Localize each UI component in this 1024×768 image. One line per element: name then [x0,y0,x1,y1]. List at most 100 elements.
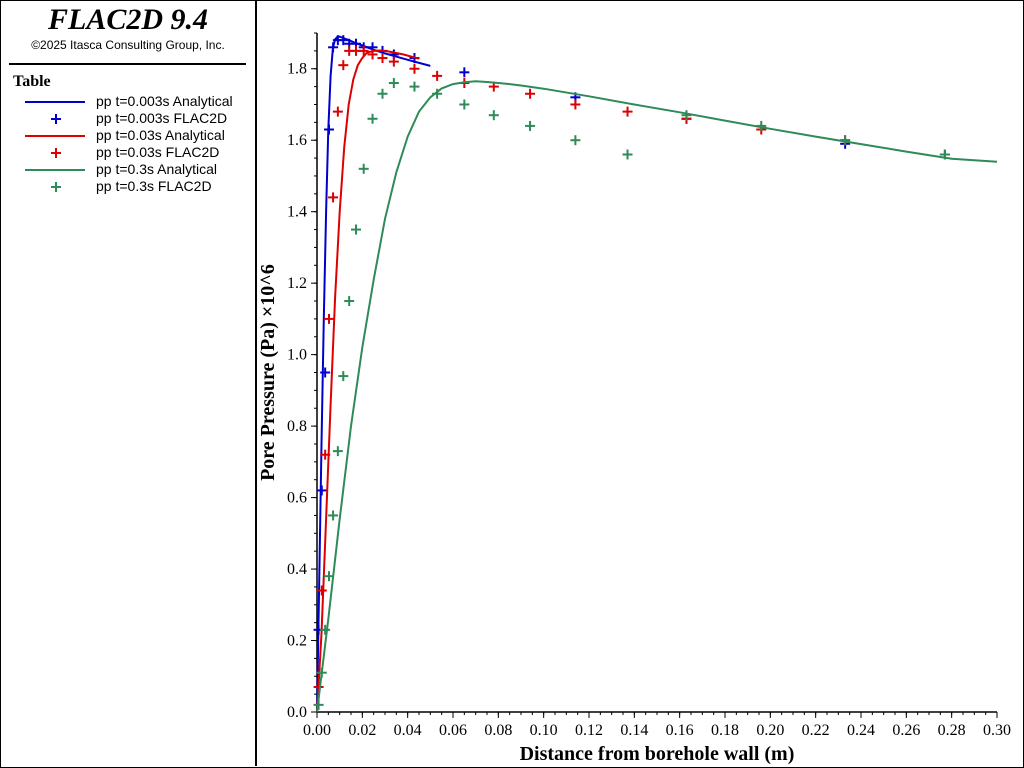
data-point [432,88,443,99]
title-divider [9,63,246,65]
data-point [320,624,331,635]
data-point [320,449,331,460]
data-point [840,135,851,146]
y-tick-label: 1.6 [287,132,307,149]
x-tick-label: 0.04 [394,722,422,739]
data-point [681,110,692,121]
legend-item-4: pp t=0.3s Analytical [23,161,253,178]
y-tick-label: 0.2 [287,633,307,650]
legend-label: pp t=0.03s FLAC2D [96,144,220,160]
data-point [622,106,633,117]
x-axis-title: Distance from borehole wall (m) [520,743,795,765]
chart-ticks: 0.0 0.2 0.4 0.6 0.8 1.0 1.2 1.4 1.6 1.8 0.00 0.02 0.… [287,32,1011,739]
y-tick-label: 1.4 [287,204,307,221]
data-point [338,371,349,382]
x-tick-label: 0.28 [938,722,966,739]
data-point [756,120,767,131]
series-5 [313,78,950,710]
data-point [324,124,335,135]
y-tick-label: 1.0 [287,347,307,364]
legend-item-2: pp t=0.03s Analytical [23,127,253,144]
legend-label: pp t=0.003s FLAC2D [96,110,228,126]
series-line [316,80,998,713]
series-line [316,49,420,713]
legend-plus-symbol [51,114,61,124]
data-point [377,88,388,99]
series-1 [313,35,851,635]
legend-item-5: pp t=0.3s FLAC2D [23,178,253,195]
x-tick-label: 0.26 [892,722,920,739]
data-point [409,63,420,74]
data-point [570,99,581,110]
x-tick-label: 0.10 [530,722,558,739]
series-0 [316,35,431,713]
x-tick-label: 0.24 [847,722,875,739]
x-tick-label: 0.02 [348,722,376,739]
y-tick-label: 0.6 [287,490,307,507]
legend-label: pp t=0.3s Analytical [96,161,218,177]
y-tick-label: 0.8 [287,418,307,435]
data-point [328,510,339,521]
data-point [367,49,378,60]
series-2 [316,49,420,713]
data-point [316,667,327,678]
data-point [459,67,470,78]
x-tick-label: 0.20 [756,722,784,739]
y-axis-title: Pore Pressure (Pa) ×10^6 [257,264,279,481]
legend-line-symbol [25,169,85,171]
data-point [328,192,339,203]
data-point [939,149,950,160]
data-point [350,224,361,235]
legend-line-symbol [25,101,85,103]
data-point [324,313,335,324]
data-point [316,585,327,596]
legend-label: pp t=0.3s FLAC2D [96,178,212,194]
legend-label: pp t=0.003s Analytical [96,93,233,109]
y-tick-label: 1.2 [287,275,307,292]
data-point [367,113,378,124]
data-point [409,81,420,92]
x-tick-label: 0.14 [620,722,648,739]
legend-plus-symbol [51,148,61,158]
legend-item-0: pp t=0.003s Analytical [23,93,253,110]
legend-plus-symbol [51,182,61,192]
legend-item-3: pp t=0.03s FLAC2D [23,144,253,161]
y-tick-label: 1.8 [287,61,307,78]
x-tick-label: 0.00 [303,722,331,739]
x-tick-label: 0.06 [439,722,467,739]
legend-line-symbol [25,135,85,137]
x-tick-label: 0.22 [802,722,830,739]
x-tick-label: 0.18 [711,722,739,739]
data-point [332,446,343,457]
data-point [432,70,443,81]
data-point [324,571,335,582]
y-tick-label: 0.4 [287,561,307,578]
legend-item-1: pp t=0.003s FLAC2D [23,110,253,127]
legend-label: pp t=0.03s Analytical [96,127,225,143]
data-point [338,35,349,46]
data-point [488,110,499,121]
data-point [388,56,399,67]
data-point [459,99,470,110]
data-point [313,681,324,692]
legend-panel: FLAC2D 9.4 ©2025 Itasca Consulting Group… [1,1,257,766]
data-point [570,135,581,146]
data-point [525,120,536,131]
chart-series [313,35,998,713]
x-tick-label: 0.12 [575,722,603,739]
chart-axes [316,33,997,713]
series-4 [316,80,998,713]
legend-title: Table [13,73,51,90]
data-point [358,163,369,174]
chart-plot: 0.0 0.2 0.4 0.6 0.8 1.0 1.2 1.4 1.6 1.8 0.00 0.02 0.… [257,32,1011,765]
x-tick-label: 0.16 [666,722,694,739]
data-point [313,699,324,710]
data-point [377,53,388,64]
y-tick-label: 0.0 [287,704,307,721]
data-point [344,296,355,307]
x-tick-label: 0.08 [484,722,512,739]
series-line [316,35,431,713]
data-point [316,485,327,496]
data-point [338,60,349,71]
data-point [358,45,369,56]
